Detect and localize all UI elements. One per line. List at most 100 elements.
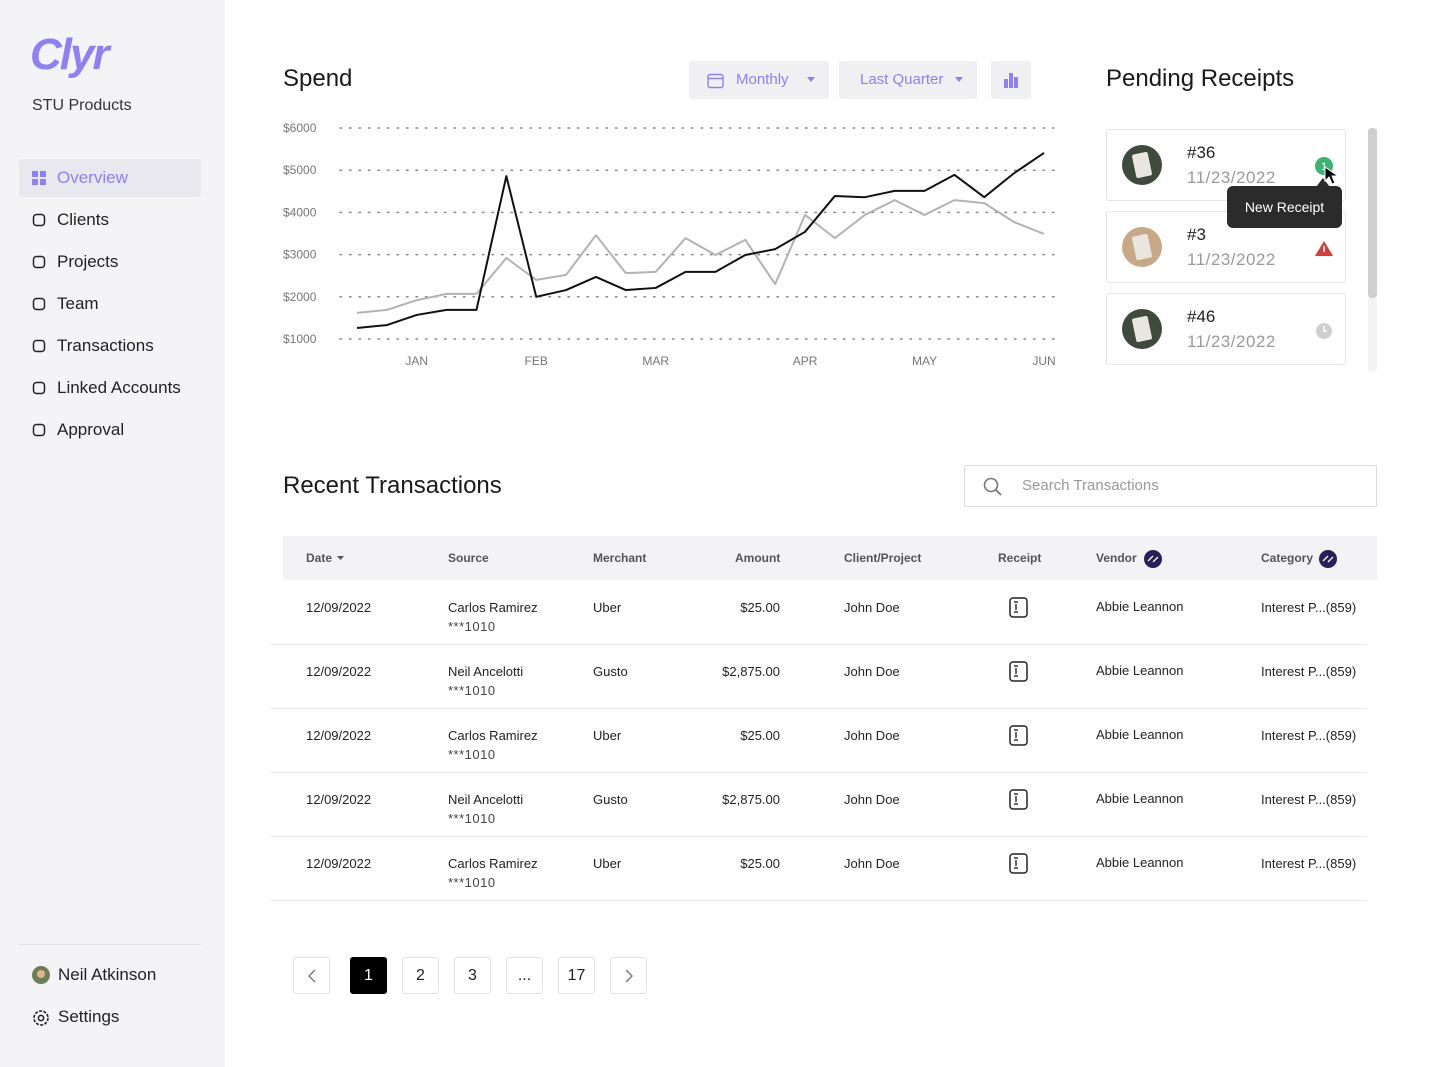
nav-icon xyxy=(32,381,46,395)
receipt-thumbnail xyxy=(1122,227,1162,267)
avatar xyxy=(32,966,50,984)
page-button[interactable]: 3 xyxy=(454,957,491,994)
dropdown[interactable]: Monthly xyxy=(689,61,829,99)
cell-source: Carlos Ramirez xyxy=(448,728,538,743)
receipt-date: 11/23/2022 xyxy=(1187,168,1276,187)
nav-item[interactable]: Transactions xyxy=(19,327,201,365)
receipt-frame xyxy=(1009,597,1028,618)
nav-item[interactable]: Projects xyxy=(19,243,201,281)
calendar-icon xyxy=(707,73,724,89)
x-tick-label: MAR xyxy=(642,354,669,368)
caret-shape xyxy=(955,77,963,82)
x-tick-label: MAY xyxy=(912,354,937,368)
settings-link[interactable]: Settings xyxy=(58,1007,120,1026)
row-divider xyxy=(270,708,1367,709)
search-box[interactable]: Search Transactions xyxy=(964,465,1377,507)
nav-label: Projects xyxy=(57,252,119,271)
user-name[interactable]: Neil Atkinson xyxy=(58,965,157,984)
icon-bar xyxy=(1004,79,1008,88)
gear-hole xyxy=(37,1014,45,1022)
icon-part xyxy=(32,171,38,177)
y-tick-label: $6000 xyxy=(283,121,317,135)
receipt-date: 11/23/2022 xyxy=(1187,250,1276,269)
nav-label: Linked Accounts xyxy=(57,378,181,397)
page-button[interactable]: 2 xyxy=(402,957,439,994)
chart-type-button[interactable] xyxy=(991,61,1031,99)
receipt-icon xyxy=(1009,853,1028,874)
sidebar: Clyr STU Products Overview Clients Projects T… xyxy=(0,0,225,1067)
nav-icon xyxy=(32,423,46,437)
y-tick-label: $1000 xyxy=(283,332,317,346)
dropdown-label: Last Quarter xyxy=(860,71,944,88)
org-name: STU Products xyxy=(32,97,132,114)
x-tick-label: APR xyxy=(793,354,818,368)
cell-amount: $25.00 xyxy=(740,856,780,871)
receipt-icon xyxy=(1009,725,1028,746)
icon-part xyxy=(32,255,46,269)
dropdown[interactable]: Last Quarter xyxy=(839,61,977,99)
scroll-thumb[interactable] xyxy=(1368,128,1377,298)
cell-date: 12/09/2022 xyxy=(306,856,372,871)
column-header[interactable]: Amount xyxy=(735,551,781,565)
avatar-face xyxy=(37,970,45,978)
page-button[interactable]: ... xyxy=(506,957,543,994)
cell-merchant: Uber xyxy=(593,600,622,615)
receipt-card[interactable]: #36 11/23/2022 1 xyxy=(1106,129,1346,201)
column-header[interactable]: Receipt xyxy=(998,551,1042,565)
cursor xyxy=(1324,166,1340,185)
search-placeholder: Search Transactions xyxy=(1022,477,1159,494)
icon-bg xyxy=(1319,550,1337,568)
icon-bar xyxy=(1009,73,1013,88)
column-header[interactable]: Merchant xyxy=(593,551,647,565)
page-button[interactable]: 17 xyxy=(558,957,595,994)
receipt-frame xyxy=(1009,725,1028,746)
column-header[interactable]: Vendor xyxy=(1096,551,1137,565)
nav-item[interactable]: Linked Accounts xyxy=(19,369,201,407)
status-icon xyxy=(1316,323,1332,339)
cell-date: 12/09/2022 xyxy=(306,792,372,807)
receipt-card[interactable]: #46 11/23/2022 xyxy=(1106,293,1346,365)
arrow xyxy=(337,556,345,561)
nav-item[interactable]: Approval xyxy=(19,411,201,449)
row-divider xyxy=(270,644,1367,645)
receipt-thumbnail xyxy=(1122,309,1162,349)
cell-vendor: Abbie Leannon xyxy=(1096,791,1184,806)
nav-label: Team xyxy=(57,294,99,313)
cell-merchant: Uber xyxy=(593,728,622,743)
sort-arrow xyxy=(337,556,345,561)
thumb-paper xyxy=(1132,151,1152,179)
page-button[interactable]: 1 xyxy=(350,957,387,994)
cell-date: 12/09/2022 xyxy=(306,664,372,679)
column-header[interactable]: Date xyxy=(306,551,345,565)
nav-item[interactable]: Team xyxy=(19,285,201,323)
prev-page[interactable] xyxy=(293,957,330,994)
lens xyxy=(983,477,999,493)
row-divider xyxy=(270,900,1367,901)
cell-amount: $25.00 xyxy=(740,728,780,743)
icon-part xyxy=(32,339,46,353)
thumb-paper xyxy=(1132,233,1152,261)
arrow xyxy=(1316,178,1330,187)
icon-line xyxy=(1147,555,1159,563)
nav-item[interactable]: Overview xyxy=(19,159,201,197)
caret xyxy=(955,77,963,82)
cell-merchant: Gusto xyxy=(593,664,628,679)
receipt-card[interactable]: #3 11/23/2022 xyxy=(1106,211,1346,283)
cell-category: Interest P...(859) xyxy=(1261,664,1357,679)
column-header[interactable]: Client/Project xyxy=(844,551,922,565)
table-header xyxy=(283,536,1377,580)
gear xyxy=(33,1010,49,1026)
column-header[interactable]: Category xyxy=(1261,551,1314,565)
receipt-frame xyxy=(1009,789,1028,810)
settings-icon xyxy=(33,1010,49,1026)
cell-vendor: Abbie Leannon xyxy=(1096,855,1184,870)
next-page[interactable] xyxy=(610,957,647,994)
nav-item[interactable]: Clients xyxy=(19,201,201,239)
icon-line xyxy=(1322,555,1334,563)
icon-part xyxy=(40,179,46,185)
cell-amount: $25.00 xyxy=(740,600,780,615)
icon-part xyxy=(32,297,46,311)
column-header[interactable]: Source xyxy=(448,551,489,565)
nav-icon xyxy=(32,255,46,269)
